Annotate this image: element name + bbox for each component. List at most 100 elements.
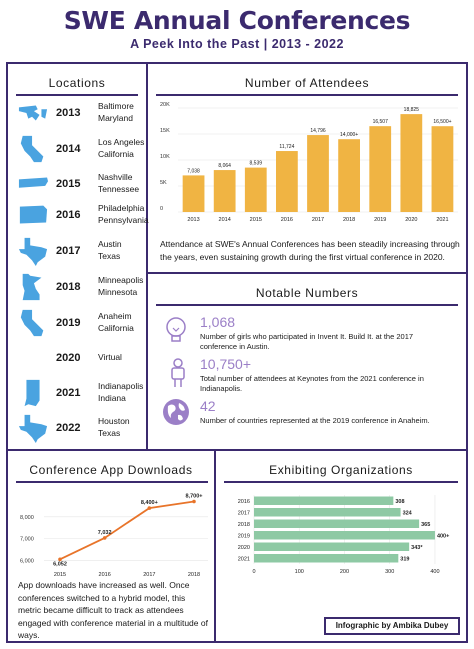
downloads-point-label: 8,700+ <box>186 494 203 500</box>
exhibit-bar <box>254 508 401 517</box>
downloads-point <box>147 506 152 510</box>
downloads-point-label: 6,052 <box>53 561 67 567</box>
location-year: 2022 <box>56 422 81 434</box>
attendees-ytick: 15K <box>160 128 170 134</box>
location-city: Houston Texas <box>98 416 130 438</box>
attendees-bar <box>369 126 392 212</box>
downloads-point-label: 8,400+ <box>141 500 158 506</box>
attendees-xtick: 2016 <box>281 217 293 223</box>
exhibit-bar <box>254 554 399 563</box>
attendees-title: Number of Attendees <box>244 76 370 90</box>
location-city: Los Angeles California <box>98 137 145 159</box>
location-year: 2013 <box>56 107 81 119</box>
attendees-bar-label: 8,064 <box>218 163 231 169</box>
exhibit-ytick: 2017 <box>238 511 250 517</box>
location-row-2015: 2015 Nashville Tennessee <box>16 167 146 201</box>
attendees-ytick: 0 <box>160 206 163 212</box>
location-year: 2016 <box>56 209 81 221</box>
indiana-icon <box>24 379 40 407</box>
exhibit-bar <box>254 542 410 551</box>
location-city: Anaheim California <box>98 311 134 333</box>
attendees-xtick: 2020 <box>405 217 417 223</box>
downloads-xtick: 2018 <box>188 572 200 577</box>
numbers-title-rule <box>156 304 458 306</box>
downloads-point <box>58 557 62 562</box>
exhibit-bar <box>254 531 435 540</box>
attendees-bar <box>400 114 423 212</box>
exhibit-xtick: 400 <box>430 569 439 575</box>
person-icon <box>171 358 185 387</box>
attendees-xtick: 2021 <box>436 217 448 223</box>
location-row-2020: 2020 Virtual <box>16 341 146 375</box>
page-subtitle: A Peek Into the Past | 2013 - 2022 <box>130 37 344 51</box>
downloads-line <box>59 500 195 561</box>
location-city: Nashville Tennessee <box>98 172 140 194</box>
attendees-bar <box>307 135 329 212</box>
countries-desc: Number of countries represented at the 2… <box>200 416 430 425</box>
location-row-2021: 2021 Indianapolis Indiana <box>16 376 146 410</box>
attendees-bar-label: 14,000+ <box>340 132 358 138</box>
location-city: Baltimore Maryland <box>98 101 134 123</box>
attendees-xtick: 2015 <box>250 217 262 223</box>
exhibit-bar-label: 365 <box>421 522 430 528</box>
attendees-bar-label: 8,539 <box>250 161 263 167</box>
downloads-panel: Conference App Downloads 6,000 7,000 8,000… <box>8 449 216 641</box>
attendees-chart: 0 5K 10K 15K 20K 7,038 2013 8,064 2014 8,539 2015 1… <box>160 102 458 223</box>
attendees-bar <box>338 139 360 212</box>
lightbulb-icon <box>166 317 186 342</box>
exhibit-ytick: 2020 <box>238 545 250 551</box>
attendees-bar-label: 16,500+ <box>433 119 451 125</box>
credit-label: Infographic by Ambika Dubey <box>324 617 460 635</box>
downloads-xtick: 2017 <box>143 572 155 577</box>
location-city: Philadelphia Pennsylvania <box>98 203 149 225</box>
attendees-ytick: 20K <box>160 102 170 108</box>
attendees-bar-label: 14,796 <box>310 128 326 134</box>
exhibit-bar-label: 319 <box>400 557 409 563</box>
attendees-bar-label: 16,507 <box>373 119 389 125</box>
exhibit-bar <box>254 496 394 505</box>
location-city: Austin Texas <box>98 239 122 261</box>
attendees-xtick: 2014 <box>219 217 231 223</box>
texas-icon <box>18 414 48 443</box>
downloads-title: Conference App Downloads <box>29 463 193 477</box>
girls-count: 1,068 <box>200 314 236 330</box>
exhibit-ytick: 2016 <box>238 499 250 505</box>
location-row-2016: 2016 Philadelphia Pennsylvania <box>16 198 149 232</box>
attendees-bar <box>213 170 236 212</box>
exhibiting-panel: Exhibiting Organizations 0 100 200 300 400 20… <box>216 449 466 641</box>
exhibit-ytick: 2021 <box>238 557 250 563</box>
globe-icon <box>163 399 189 425</box>
location-row-2017: 2017 Austin Texas <box>16 234 146 268</box>
location-city: Indianapolis Indiana <box>98 381 144 403</box>
numbers-title: Notable Numbers <box>255 286 359 300</box>
minnesota-icon <box>22 273 42 301</box>
locations-panel: Locations 2013 Baltimore Maryland 2014 Los A… <box>8 64 149 449</box>
attendees-text: Attendance at SWE's Annual Conferences h… <box>160 239 460 262</box>
exhibit-ytick: 2019 <box>238 534 250 540</box>
attendees-bar <box>182 175 205 212</box>
location-row-2019: 2019 Anaheim California <box>16 306 146 340</box>
page-title: SWE Annual Conferences <box>63 6 411 35</box>
downloads-ytick: 6,000 <box>20 558 34 564</box>
countries-count: 42 <box>200 398 216 414</box>
location-row-2013: 2013 Baltimore Maryland <box>16 96 146 130</box>
location-city: Virtual <box>98 352 122 362</box>
exhibit-bar-label: 324 <box>403 511 413 517</box>
keynote-desc: Total number of attendees at Keynotes fr… <box>200 374 424 393</box>
location-year: 2014 <box>56 143 81 155</box>
location-year: 2019 <box>56 317 81 329</box>
pennsylvania-icon <box>19 205 48 224</box>
infographic-frame: Locations 2013 Baltimore Maryland 2014 Los A… <box>6 62 468 643</box>
downloads-xtick: 2015 <box>54 572 66 577</box>
location-year: 2021 <box>56 387 81 399</box>
attendees-xtick: 2013 <box>187 217 199 223</box>
attendees-ytick: 10K <box>160 154 170 160</box>
attendees-xtick: 2018 <box>343 217 355 223</box>
keynote-count: 10,750+ <box>200 356 251 372</box>
exhibiting-chart: 0 100 200 300 400 2016 308 2017 324 2018 365 2019 40… <box>238 495 449 575</box>
downloads-point <box>192 499 196 504</box>
downloads-title-rule <box>16 481 208 483</box>
exhibit-xtick: 0 <box>252 569 255 575</box>
texas-icon <box>18 237 48 266</box>
downloads-ytick: 8,000 <box>20 515 34 521</box>
